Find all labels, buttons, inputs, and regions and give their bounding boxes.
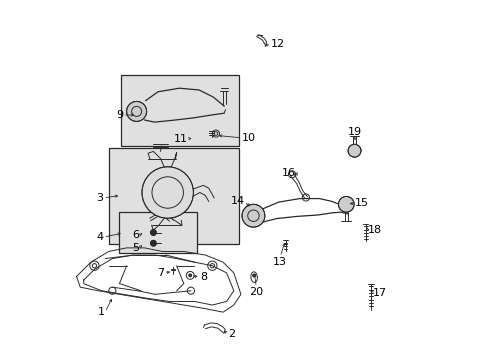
Text: 5: 5 — [132, 243, 139, 253]
Circle shape — [242, 204, 264, 227]
Circle shape — [338, 197, 353, 212]
Text: 15: 15 — [354, 198, 368, 208]
Text: 3: 3 — [96, 193, 103, 203]
Text: 6: 6 — [132, 230, 139, 240]
Text: 16: 16 — [282, 168, 296, 178]
Text: 8: 8 — [200, 272, 206, 282]
Bar — [121, 75, 239, 146]
Text: 7: 7 — [157, 268, 164, 278]
Text: 12: 12 — [271, 39, 285, 49]
Circle shape — [150, 230, 156, 235]
Text: 13: 13 — [273, 257, 286, 267]
Text: 10: 10 — [241, 133, 255, 143]
Text: 14: 14 — [230, 197, 244, 206]
Text: 19: 19 — [347, 127, 362, 137]
Text: 9: 9 — [116, 110, 123, 120]
Text: 20: 20 — [249, 287, 263, 297]
Text: 18: 18 — [367, 225, 381, 235]
Text: 4: 4 — [96, 232, 103, 242]
Text: 2: 2 — [228, 329, 235, 339]
Circle shape — [188, 274, 191, 277]
Bar — [108, 148, 239, 244]
Text: 1: 1 — [98, 307, 105, 317]
Text: 17: 17 — [372, 288, 386, 297]
Circle shape — [347, 144, 360, 157]
Bar — [119, 212, 197, 253]
Text: 11: 11 — [173, 134, 187, 144]
Circle shape — [150, 240, 156, 246]
Circle shape — [126, 102, 146, 121]
Circle shape — [252, 274, 255, 277]
Circle shape — [142, 167, 193, 218]
